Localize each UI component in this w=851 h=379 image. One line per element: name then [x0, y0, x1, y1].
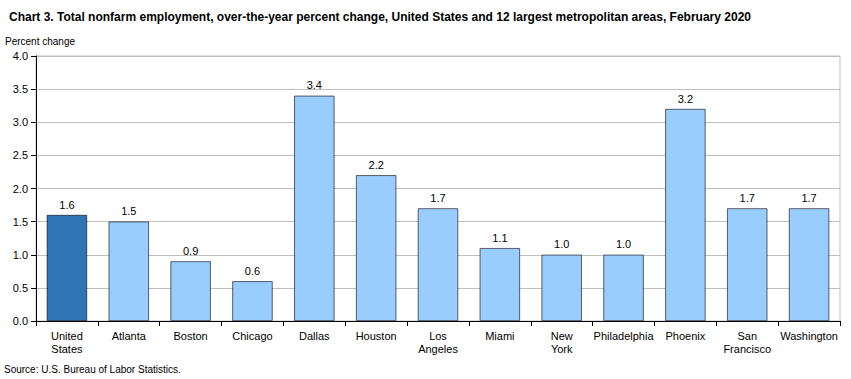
- svg-text:1.7: 1.7: [740, 192, 755, 204]
- svg-text:Percent change: Percent change: [5, 36, 75, 47]
- svg-text:San: San: [737, 330, 757, 342]
- svg-text:2.0: 2.0: [13, 183, 28, 195]
- svg-text:1.6: 1.6: [59, 199, 74, 211]
- svg-text:Chart 3. Total nonfarm employm: Chart 3. Total nonfarm employment, over-…: [9, 10, 751, 24]
- svg-text:3.0: 3.0: [13, 116, 28, 128]
- svg-text:1.0: 1.0: [13, 249, 28, 261]
- svg-text:0.0: 0.0: [13, 315, 28, 327]
- svg-text:Angeles: Angeles: [418, 343, 458, 355]
- svg-text:Los: Los: [429, 330, 447, 342]
- svg-text:Atlanta: Atlanta: [112, 330, 147, 342]
- svg-text:0.6: 0.6: [245, 265, 260, 277]
- svg-text:0.9: 0.9: [183, 245, 198, 257]
- svg-text:Miami: Miami: [485, 330, 514, 342]
- svg-text:1.5: 1.5: [121, 205, 136, 217]
- svg-text:Philadelphia: Philadelphia: [594, 330, 655, 342]
- svg-text:2.5: 2.5: [13, 149, 28, 161]
- svg-text:Boston: Boston: [173, 330, 207, 342]
- svg-text:Francisco: Francisco: [723, 343, 771, 355]
- svg-text:Houston: Houston: [356, 330, 397, 342]
- svg-text:Dallas: Dallas: [299, 330, 330, 342]
- svg-text:3.4: 3.4: [307, 79, 322, 91]
- svg-text:3.2: 3.2: [678, 93, 693, 105]
- svg-text:0.5: 0.5: [13, 282, 28, 294]
- svg-text:2.2: 2.2: [369, 159, 384, 171]
- svg-text:1.7: 1.7: [801, 192, 816, 204]
- svg-text:Chicago: Chicago: [232, 330, 272, 342]
- svg-text:Source: U.S. Bureau of Labor S: Source: U.S. Bureau of Labor Statistics.: [4, 364, 181, 375]
- svg-text:Phoenix: Phoenix: [666, 330, 706, 342]
- svg-text:New: New: [551, 330, 573, 342]
- svg-text:4.0: 4.0: [13, 50, 28, 62]
- svg-text:1.1: 1.1: [492, 232, 507, 244]
- svg-text:States: States: [51, 343, 83, 355]
- svg-text:1.0: 1.0: [554, 238, 569, 250]
- svg-text:1.7: 1.7: [430, 192, 445, 204]
- svg-text:3.5: 3.5: [13, 83, 28, 95]
- svg-text:United: United: [51, 330, 83, 342]
- svg-text:1.0: 1.0: [616, 238, 631, 250]
- svg-text:York: York: [551, 343, 573, 355]
- svg-text:Washington: Washington: [780, 330, 838, 342]
- svg-text:1.5: 1.5: [13, 216, 28, 228]
